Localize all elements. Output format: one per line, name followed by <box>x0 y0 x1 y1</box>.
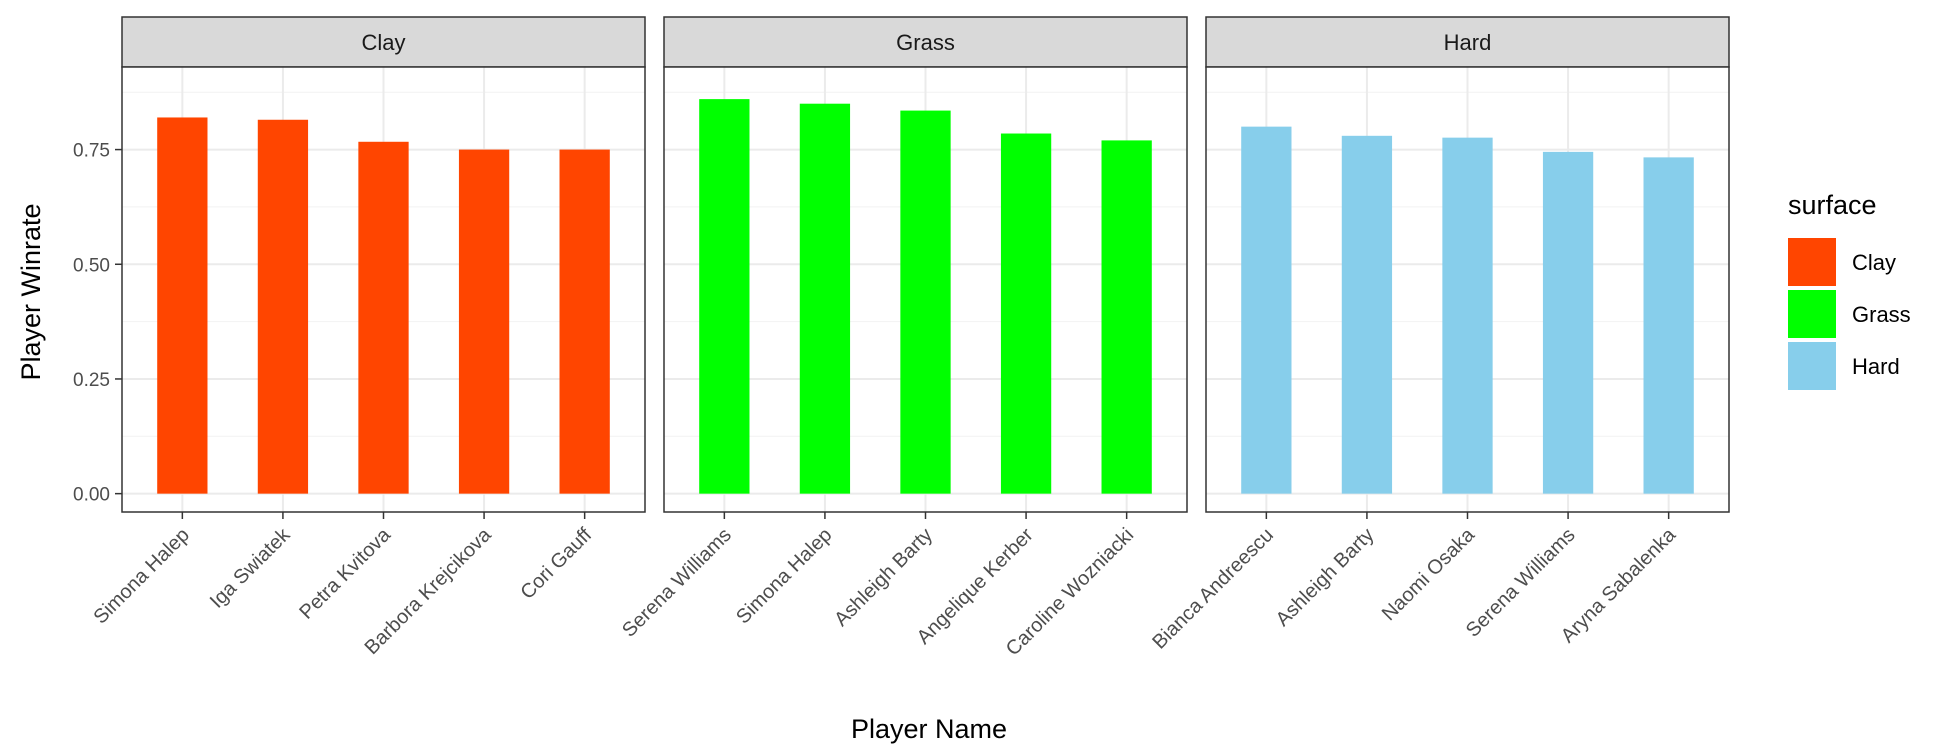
bar-barbora-krejcikova <box>458 149 510 494</box>
bar-iga-swiatek <box>257 119 309 494</box>
bar-simona-halep <box>157 117 208 494</box>
y-tick-label: 0.75 <box>73 141 110 162</box>
bar-naomi-osaka <box>1442 137 1493 494</box>
facet-strip <box>663 16 1188 68</box>
legend-label: Hard <box>1852 354 1900 379</box>
y-tick-label: 0.25 <box>73 370 110 391</box>
bar-simona-halep <box>799 103 851 494</box>
y-tick-label: 0.00 <box>73 485 110 506</box>
x-tick-label: Ashleigh Barty <box>830 524 937 631</box>
bar-bianca-andreescu <box>1241 126 1292 494</box>
x-tick-label: Naomi Osaka <box>1378 523 1480 625</box>
legend-title: surface <box>1788 190 1877 220</box>
facet-strip <box>121 16 646 68</box>
bar-serena-williams <box>1542 151 1594 494</box>
bar-caroline-wozniacki <box>1101 140 1152 494</box>
x-tick-label: Bianca Andreescu <box>1148 524 1278 654</box>
x-axis-title: Player Name <box>851 714 1007 744</box>
bar-cori-gauff <box>559 149 610 494</box>
legend-key-grass <box>1788 290 1836 338</box>
bar-aryna-sabalenka <box>1643 157 1694 494</box>
legend-key-hard <box>1788 342 1836 390</box>
x-tick-label: Serena Williams <box>1462 524 1580 642</box>
legend-keys: Clay Grass Hard <box>1788 238 1911 390</box>
bar-ashleigh-barty <box>1341 135 1393 494</box>
legend: surface Clay Grass Hard <box>1788 190 1911 390</box>
facet-strip-label: Hard <box>1444 30 1492 55</box>
facet-strip-label: Clay <box>361 30 405 55</box>
x-tick-label: Simona Halep <box>732 524 836 628</box>
x-tick-label: Ashleigh Barty <box>1272 524 1379 631</box>
y-axis: 0.00 0.25 0.50 0.75 <box>73 141 122 506</box>
legend-label: Grass <box>1852 302 1911 327</box>
legend-label: Clay <box>1852 250 1896 275</box>
x-tick-label: Iga Swiatek <box>206 523 295 612</box>
legend-key-clay <box>1788 238 1836 286</box>
x-tick-label: Petra Kvitova <box>295 523 395 623</box>
facet-strip-label: Grass <box>896 30 955 55</box>
bar-serena-williams <box>699 99 750 494</box>
facet-panel-clay: Clay Simona Halep Iga Swiatek Petra Kvitova… <box>89 16 646 659</box>
bar-angelique-kerber <box>1000 133 1052 494</box>
x-tick-label: Cori Gauff <box>516 524 596 604</box>
y-axis-title: Player Winrate <box>16 203 46 380</box>
x-tick-label: Simona Halep <box>89 524 193 628</box>
bar-ashleigh-barty <box>900 110 951 494</box>
y-tick-label: 0.50 <box>73 255 110 276</box>
bar-petra-kvitova <box>358 141 409 494</box>
facet-strip <box>1205 16 1730 68</box>
x-tick-label: Serena Williams <box>618 524 736 642</box>
